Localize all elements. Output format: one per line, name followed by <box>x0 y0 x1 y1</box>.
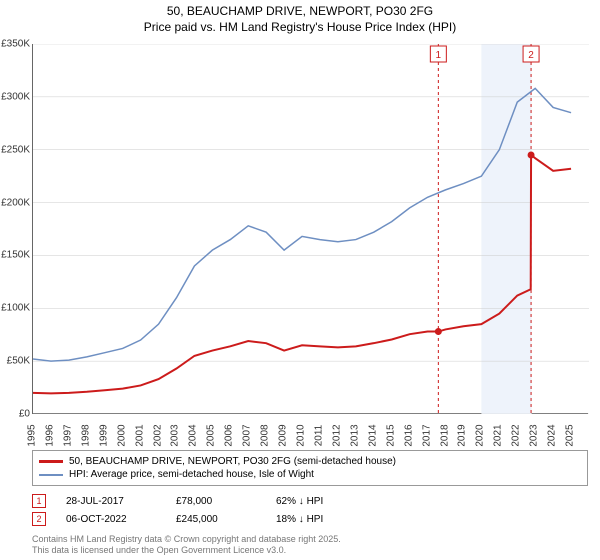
xtick-label: 2011 <box>313 425 324 447</box>
legend-swatch <box>39 460 63 463</box>
xtick-label: 2024 <box>547 424 558 446</box>
xtick-label: 2016 <box>403 424 414 446</box>
xtick-label: 2001 <box>134 424 145 446</box>
footer-text: Contains HM Land Registry data © Crown c… <box>32 534 341 556</box>
sales-row: 1 28-JUL-2017 £78,000 62% ↓ HPI <box>32 492 588 510</box>
xtick-label: 2017 <box>421 424 432 446</box>
chart-subtitle: Price paid vs. HM Land Registry's House … <box>0 20 600 34</box>
sale-price: £245,000 <box>176 514 256 525</box>
xtick-label: 2022 <box>511 424 522 446</box>
xtick-label: 1997 <box>62 424 73 446</box>
sale-date: 28-JUL-2017 <box>66 496 156 507</box>
xtick-label: 2021 <box>493 424 504 446</box>
ytick-label: £200K <box>1 197 30 208</box>
sales-table: 1 28-JUL-2017 £78,000 62% ↓ HPI2 06-OCT-… <box>32 492 588 528</box>
legend-row: 50, BEAUCHAMP DRIVE, NEWPORT, PO30 2FG (… <box>39 455 581 468</box>
footer-line2: This data is licensed under the Open Gov… <box>32 545 341 556</box>
chart-title: 50, BEAUCHAMP DRIVE, NEWPORT, PO30 2FG <box>0 0 600 20</box>
xtick-label: 2010 <box>296 424 307 446</box>
xtick-label: 2005 <box>206 424 217 446</box>
xtick-label: 2009 <box>278 424 289 446</box>
xtick-label: 2019 <box>457 424 468 446</box>
legend-label: HPI: Average price, semi-detached house,… <box>69 469 314 480</box>
xtick-label: 2004 <box>188 424 199 446</box>
sale-delta: 18% ↓ HPI <box>276 514 323 525</box>
legend-label: 50, BEAUCHAMP DRIVE, NEWPORT, PO30 2FG (… <box>69 456 396 467</box>
xtick-label: 2025 <box>565 424 576 446</box>
highlight-band <box>481 44 531 414</box>
xtick-label: 2000 <box>116 424 127 446</box>
xtick-label: 1998 <box>80 424 91 446</box>
footer-line1: Contains HM Land Registry data © Crown c… <box>32 534 341 545</box>
ytick-label: £250K <box>1 144 30 155</box>
sale-date: 06-OCT-2022 <box>66 514 156 525</box>
legend-box: 50, BEAUCHAMP DRIVE, NEWPORT, PO30 2FG (… <box>32 450 588 486</box>
sale-point <box>528 152 535 159</box>
sale-price: £78,000 <box>176 496 256 507</box>
ytick-label: £50K <box>7 356 30 367</box>
ytick-label: £100K <box>1 303 30 314</box>
chart-container: 50, BEAUCHAMP DRIVE, NEWPORT, PO30 2FG P… <box>0 0 600 560</box>
xtick-label: 2007 <box>242 424 253 446</box>
xtick-label: 1995 <box>27 424 38 446</box>
sale-id-box: 2 <box>32 512 46 526</box>
ytick-label: £150K <box>1 250 30 261</box>
xtick-label: 2006 <box>224 424 235 446</box>
xtick-label: 2023 <box>529 424 540 446</box>
sale-id-box: 1 <box>32 494 46 508</box>
ytick-label: £0 <box>19 409 30 420</box>
ytick-label: £300K <box>1 91 30 102</box>
xtick-label: 1999 <box>98 424 109 446</box>
legend-swatch <box>39 474 63 476</box>
plot-svg: 12 <box>33 44 589 414</box>
xtick-label: 2002 <box>152 424 163 446</box>
xtick-label: 2003 <box>170 424 181 446</box>
sale-delta: 62% ↓ HPI <box>276 496 323 507</box>
sale-marker-id: 2 <box>528 50 534 61</box>
xtick-label: 2012 <box>331 424 342 446</box>
sale-point <box>435 328 442 335</box>
xtick-label: 2020 <box>475 424 486 446</box>
legend-row: HPI: Average price, semi-detached house,… <box>39 468 581 481</box>
sales-row: 2 06-OCT-2022 £245,000 18% ↓ HPI <box>32 510 588 528</box>
sale-marker-id: 1 <box>436 50 442 61</box>
xtick-label: 1996 <box>44 424 55 446</box>
xtick-label: 2015 <box>385 424 396 446</box>
legend-area: 50, BEAUCHAMP DRIVE, NEWPORT, PO30 2FG (… <box>32 450 588 528</box>
xtick-label: 2014 <box>367 424 378 446</box>
ytick-label: £350K <box>1 39 30 50</box>
plot-area: 12 <box>32 44 588 414</box>
xtick-label: 2013 <box>349 424 360 446</box>
xtick-label: 2008 <box>260 424 271 446</box>
xtick-label: 2018 <box>439 424 450 446</box>
